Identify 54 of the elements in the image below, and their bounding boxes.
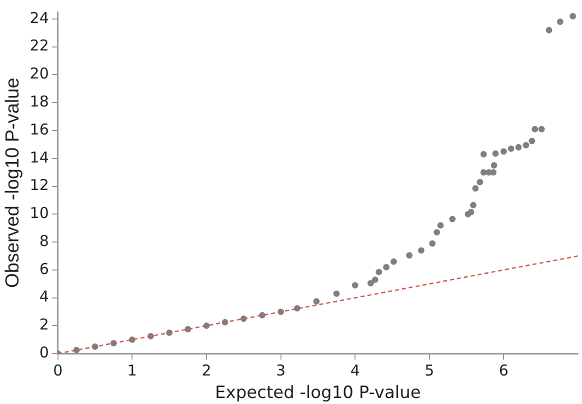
point bbox=[476, 178, 484, 186]
y-tick-label: 6 bbox=[39, 260, 49, 278]
point bbox=[490, 162, 498, 169]
x-tick-label: 6 bbox=[498, 361, 508, 380]
y-tick-label: 16 bbox=[30, 120, 49, 138]
point bbox=[472, 185, 479, 192]
point bbox=[313, 298, 320, 305]
point bbox=[528, 138, 536, 144]
point bbox=[376, 268, 382, 276]
point bbox=[352, 282, 358, 288]
point bbox=[333, 290, 340, 297]
y-tick-label: 14 bbox=[30, 148, 49, 166]
point bbox=[515, 144, 522, 150]
point bbox=[418, 247, 424, 254]
point bbox=[508, 145, 514, 152]
y-tick-label: 12 bbox=[30, 176, 49, 194]
point bbox=[368, 280, 374, 286]
point bbox=[390, 258, 397, 265]
x-tick-label: 5 bbox=[424, 361, 434, 380]
y-axis-title: Observed -log10 P-value bbox=[2, 78, 24, 288]
y-tick-label: 2 bbox=[39, 316, 49, 334]
point bbox=[532, 126, 538, 132]
y-tick-label: 4 bbox=[39, 288, 49, 306]
y-tick-label: 0 bbox=[39, 343, 49, 362]
y-tick-label: 24 bbox=[30, 8, 49, 27]
point bbox=[556, 18, 564, 25]
point bbox=[570, 12, 576, 20]
y-tick-label: 22 bbox=[30, 36, 49, 55]
point bbox=[490, 169, 496, 176]
point bbox=[449, 216, 456, 222]
x-tick-label: 2 bbox=[202, 361, 212, 380]
point bbox=[492, 150, 499, 157]
point bbox=[434, 229, 440, 236]
x-axis-title: Expected -log10 P-value bbox=[215, 383, 421, 404]
x-tick-label: 0 bbox=[53, 361, 63, 380]
x-tick-label: 4 bbox=[350, 361, 360, 380]
point bbox=[500, 148, 507, 155]
y-tick-label: 10 bbox=[30, 204, 49, 222]
point bbox=[538, 126, 545, 132]
point bbox=[437, 222, 444, 229]
x-tick-label: 1 bbox=[127, 361, 137, 380]
point bbox=[429, 240, 436, 247]
point bbox=[546, 26, 552, 34]
y-tick-label: 8 bbox=[39, 232, 49, 250]
point bbox=[480, 151, 487, 158]
y-tick-label: 18 bbox=[30, 92, 49, 111]
point bbox=[372, 276, 378, 283]
point bbox=[468, 208, 474, 216]
point bbox=[470, 202, 476, 208]
y-tick-label: 20 bbox=[30, 64, 49, 83]
point bbox=[383, 264, 390, 270]
x-tick-label: 3 bbox=[276, 361, 286, 380]
point bbox=[522, 142, 530, 148]
point bbox=[406, 252, 413, 259]
